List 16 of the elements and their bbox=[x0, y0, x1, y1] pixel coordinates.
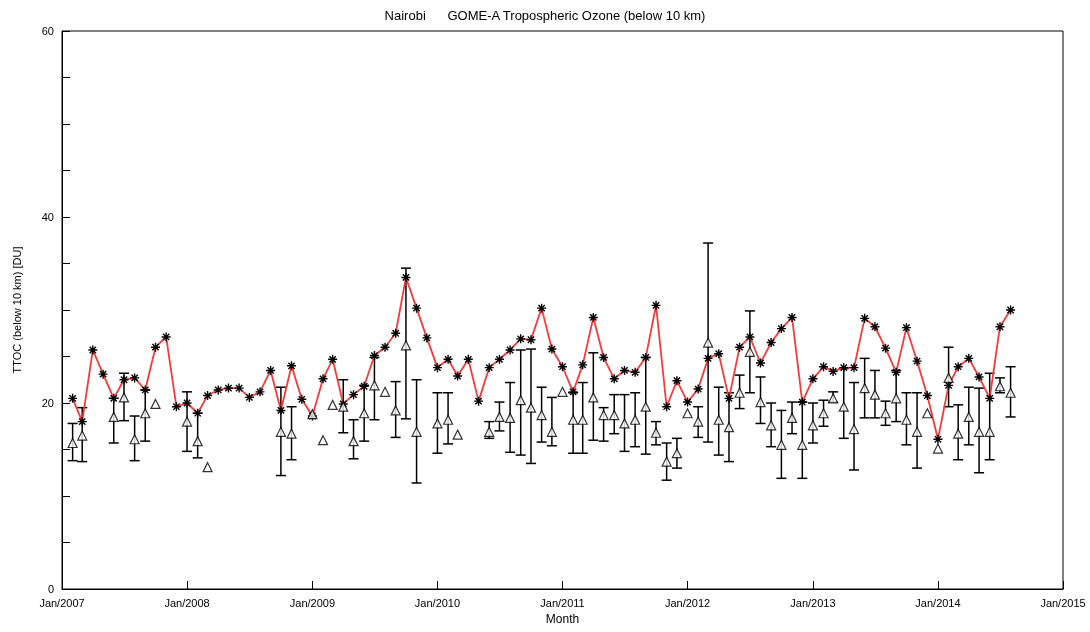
x-tick-label: Jan/2013 bbox=[790, 596, 836, 609]
y-tick-label: 20 bbox=[41, 397, 54, 409]
x-tick-label: Jan/2007 bbox=[39, 596, 85, 609]
x-axis-title: Month bbox=[545, 611, 580, 626]
x-tick-label: Jan/2012 bbox=[664, 596, 711, 609]
x-tick-label: Jan/2011 bbox=[540, 596, 585, 609]
chart-title: Nairobi GOME-A Tropospheric Ozone (below 10 km) bbox=[384, 8, 706, 23]
x-tick-label: Jan/2015 bbox=[1040, 596, 1086, 609]
x-tick-label: Jan/2008 bbox=[164, 596, 210, 609]
x-tick-label: Jan/2014 bbox=[915, 596, 961, 609]
y-axis-title: TTOC (below 10 km) [DU] bbox=[10, 246, 23, 374]
y-tick-label: 60 bbox=[41, 25, 54, 37]
x-tick-label: Jan/2010 bbox=[414, 596, 461, 609]
x-tick-label: Jan/2009 bbox=[289, 596, 336, 609]
y-tick-label: 0 bbox=[47, 583, 54, 595]
y-tick-label: 40 bbox=[41, 211, 54, 223]
